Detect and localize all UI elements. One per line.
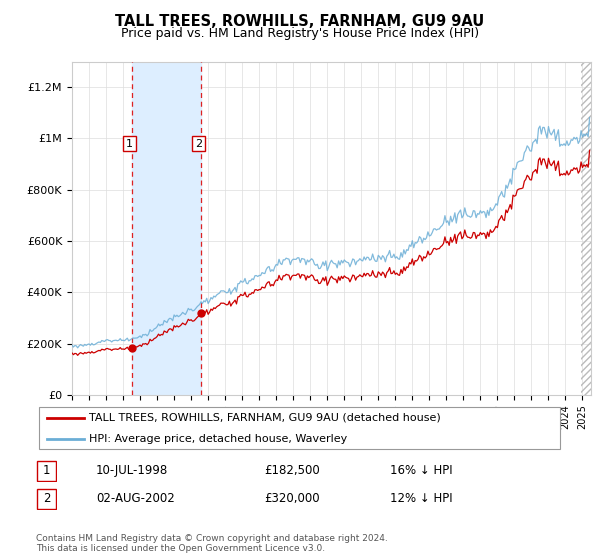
Text: £182,500: £182,500 xyxy=(264,464,320,478)
Text: 1: 1 xyxy=(43,464,50,478)
Text: TALL TREES, ROWHILLS, FARNHAM, GU9 9AU (detached house): TALL TREES, ROWHILLS, FARNHAM, GU9 9AU (… xyxy=(89,413,440,423)
Text: 02-AUG-2002: 02-AUG-2002 xyxy=(96,492,175,506)
Text: 12% ↓ HPI: 12% ↓ HPI xyxy=(390,492,452,506)
Point xyxy=(80,436,87,442)
Text: 16% ↓ HPI: 16% ↓ HPI xyxy=(390,464,452,478)
Text: 10-JUL-1998: 10-JUL-1998 xyxy=(96,464,168,478)
Text: HPI: Average price, detached house, Waverley: HPI: Average price, detached house, Wave… xyxy=(89,435,347,444)
Point xyxy=(80,414,87,421)
Bar xyxy=(581,62,591,395)
Bar xyxy=(132,62,201,395)
Text: Contains HM Land Registry data © Crown copyright and database right 2024.
This d: Contains HM Land Registry data © Crown c… xyxy=(36,534,388,553)
Text: 2: 2 xyxy=(43,492,50,506)
Text: TALL TREES, ROWHILLS, FARNHAM, GU9 9AU: TALL TREES, ROWHILLS, FARNHAM, GU9 9AU xyxy=(115,14,485,29)
Text: 1: 1 xyxy=(126,139,133,148)
Point xyxy=(43,436,50,442)
Text: Price paid vs. HM Land Registry's House Price Index (HPI): Price paid vs. HM Land Registry's House … xyxy=(121,27,479,40)
FancyBboxPatch shape xyxy=(37,489,56,508)
Text: 2: 2 xyxy=(195,139,202,148)
FancyBboxPatch shape xyxy=(38,407,560,449)
FancyBboxPatch shape xyxy=(37,461,56,480)
Text: £320,000: £320,000 xyxy=(264,492,320,506)
Point xyxy=(43,414,50,421)
